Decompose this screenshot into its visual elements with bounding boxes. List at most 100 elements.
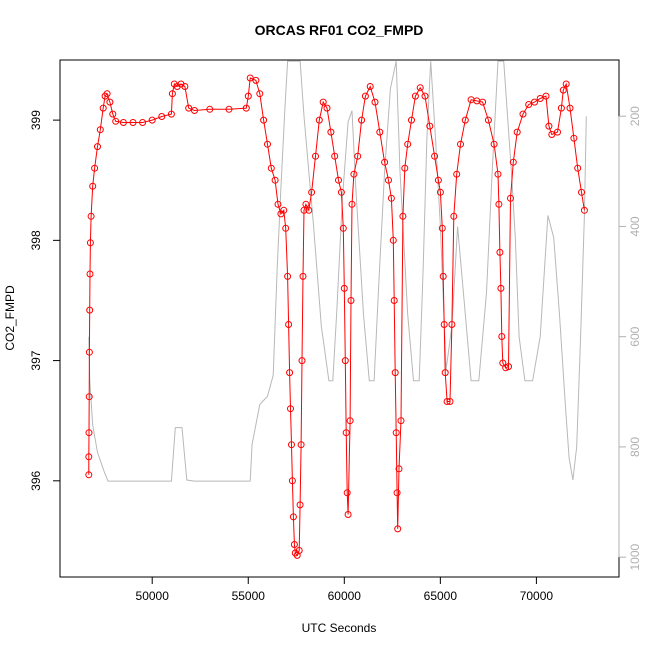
co2-point (434, 176, 442, 184)
chart-title: ORCAS RF01 CO2_FMPD (255, 22, 424, 38)
co2-point (392, 429, 400, 437)
x-axis-label: UTC Seconds (302, 621, 377, 635)
co2-point (453, 170, 461, 178)
co2-layer (85, 74, 588, 559)
co2-point (106, 98, 114, 106)
y2-tick-label: 1000 (628, 543, 642, 570)
co2-point (490, 140, 498, 148)
y-axis-label: CO2_FMPD (3, 285, 17, 351)
y-axis: 396 397 398 399 (29, 110, 61, 491)
co2-point (129, 119, 137, 126)
co2-point (119, 119, 127, 126)
co2-point (391, 369, 399, 377)
co2-point (302, 200, 310, 208)
co2-point (545, 122, 553, 130)
y-tick-label: 398 (29, 230, 43, 250)
co2-point (288, 441, 295, 449)
co2-point (99, 104, 107, 112)
x-axis: 50000 55000 60000 65000 70000 (136, 576, 554, 603)
co2-point (426, 122, 434, 130)
y2-tick-label: 600 (628, 326, 642, 346)
co2-point (440, 321, 448, 328)
co2-point (557, 104, 565, 112)
co2-point (348, 200, 356, 208)
co2-point (542, 92, 550, 100)
co2-point (416, 84, 424, 92)
co2-point (168, 90, 176, 98)
co2-point (343, 489, 351, 497)
co2-point (85, 348, 93, 356)
x-tick-label: 60000 (328, 589, 362, 603)
co2-point (431, 152, 439, 160)
co2-point (457, 140, 464, 148)
co2-point (344, 511, 352, 518)
co2-point (390, 297, 398, 304)
co2-point (448, 321, 456, 328)
co2-point (438, 224, 446, 232)
co2-point (498, 333, 506, 340)
pressure-layer (88, 60, 587, 482)
co2-point (340, 284, 348, 292)
co2-point (252, 76, 260, 84)
co2-point (531, 98, 538, 106)
y-tick-label: 397 (29, 350, 43, 370)
co2-point (109, 110, 117, 118)
co2-point (319, 98, 327, 106)
co2-point (376, 128, 384, 136)
co2-point (450, 212, 458, 220)
co2-point (536, 95, 544, 102)
co2-point (327, 128, 335, 136)
co2-point (346, 417, 354, 425)
co2-point (337, 188, 345, 196)
co2-point (242, 104, 250, 112)
co2-point (559, 86, 567, 94)
co2-point (96, 126, 104, 134)
co2-point (86, 270, 94, 278)
co2-point (404, 140, 412, 148)
co2-point (139, 119, 147, 126)
co2-point (578, 188, 585, 196)
co2-point (246, 74, 254, 82)
co2-point (167, 110, 175, 118)
co2-point (387, 194, 395, 202)
co2-point (86, 239, 94, 247)
co2-point (371, 98, 379, 106)
co2-point (148, 116, 156, 124)
co2-point (305, 206, 313, 214)
co2-point (339, 224, 347, 232)
co2-point (354, 152, 362, 160)
co2-point (395, 465, 403, 473)
co2-point (85, 429, 93, 437)
plot-area (59, 59, 620, 578)
co2-point (443, 398, 451, 405)
co2-point (271, 176, 279, 184)
co2-point (244, 92, 252, 100)
y2-tick-label: 200 (628, 106, 642, 126)
co2-point (288, 477, 296, 485)
co2-point (185, 104, 193, 112)
co2-point (225, 105, 233, 113)
co2-point (548, 131, 556, 138)
y-tick-label: 399 (29, 110, 43, 130)
co2-point (525, 101, 533, 108)
co2-point (408, 116, 415, 124)
co2-point (335, 176, 342, 184)
co2-point (103, 90, 111, 98)
co2-point (580, 206, 588, 214)
co2-point (461, 116, 469, 124)
co2-point (562, 80, 570, 88)
co2-point (181, 83, 189, 90)
co2-point (206, 105, 214, 113)
x-tick-label: 55000 (232, 589, 266, 603)
co2-point (574, 164, 582, 172)
co2-point (401, 164, 409, 172)
co2-point (350, 170, 358, 178)
co2-point (446, 398, 454, 405)
x-tick-label: 70000 (520, 589, 554, 603)
co2-point (358, 116, 366, 124)
co2-point (494, 170, 502, 178)
co2-point (296, 501, 304, 509)
co2-point (566, 104, 574, 112)
co2-point (260, 116, 268, 124)
